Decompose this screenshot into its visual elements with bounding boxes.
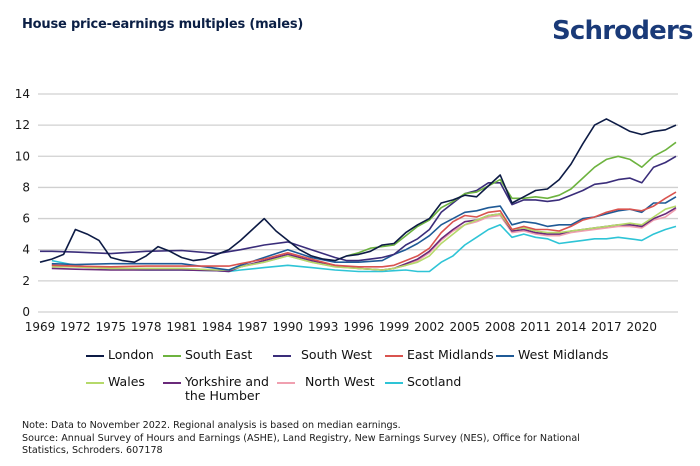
gridlines (38, 93, 678, 313)
legend-swatch-west-midlands (496, 355, 514, 357)
x-tick-label: 1987 (237, 320, 268, 334)
y-tick-label: 0 (22, 305, 30, 319)
y-tick-label: 6 (22, 212, 30, 226)
legend-swatch-scotland (385, 382, 403, 384)
legend-swatch-south-east (163, 355, 181, 357)
y-tick-label: 14 (15, 87, 30, 101)
series-line-south-east (346, 141, 677, 257)
x-tick-label: 1999 (379, 320, 410, 334)
x-tick-label: 1990 (273, 320, 304, 334)
x-tick-label: 2011 (520, 320, 551, 334)
series-line-south-west (40, 155, 677, 262)
y-axis-ticks: 0 2 4 6 8 10 12 14 (15, 87, 30, 319)
x-tick-label: 2020 (627, 320, 658, 334)
x-axis-ticks: 1969 1972 1975 1978 1981 1984 1987 1990 1993 1996… (25, 320, 657, 334)
legend-item-wales: Wales (86, 375, 145, 389)
y-tick-label: 12 (15, 118, 30, 132)
series-lines (39, 118, 677, 273)
line-chart: 0 2 4 6 8 10 12 14 1969 1972 1975 1978 1981 1984 1987… (15, 87, 678, 334)
legend-swatch-wales (86, 382, 104, 384)
legend-label-london: London (108, 347, 154, 362)
x-tick-label: 1972 (60, 320, 91, 334)
x-tick-label: 1981 (166, 320, 197, 334)
y-tick-label: 10 (15, 149, 30, 163)
schroders-logo: Schroders (552, 16, 693, 46)
x-tick-label: 1984 (202, 320, 233, 334)
legend-item-east-midlands: East Midlands (385, 348, 494, 362)
legend-label-scotland: Scotland (407, 374, 462, 389)
legend-label-yorkshire-line2: the Humber (185, 388, 260, 403)
legend-label-yorkshire: Yorkshire and the Humber (185, 375, 269, 403)
legend-swatch-london (86, 355, 104, 357)
legend-item-yorkshire: Yorkshire and the Humber (163, 375, 269, 403)
legend-item-south-east: South East (163, 348, 252, 362)
legend-item-scotland: Scotland (385, 375, 461, 389)
legend-swatch-yorkshire (163, 382, 181, 384)
footnote: Note: Data to November 2022. Regional an… (22, 420, 682, 458)
footnote-source-cont: Statistics, Schroders. 607178 (22, 445, 163, 457)
legend-label-east-midlands: East Midlands (407, 347, 494, 362)
x-tick-label: 2017 (591, 320, 622, 334)
x-tick-label: 1993 (308, 320, 339, 334)
legend-label-north-west: North West (305, 374, 375, 389)
x-tick-label: 1975 (96, 320, 127, 334)
legend-label-west-midlands: West Midlands (518, 347, 609, 362)
y-tick-label: 2 (22, 274, 30, 288)
x-tick-label: 2014 (556, 320, 587, 334)
legend-item-london: London (86, 348, 154, 362)
y-tick-label: 8 (22, 180, 30, 194)
x-tick-label: 1978 (131, 320, 162, 334)
legend-label-south-west: South West (301, 347, 373, 362)
x-tick-label: 2002 (414, 320, 445, 334)
x-tick-label: 1969 (25, 320, 56, 334)
footnote-source: Source: Annual Survey of Hours and Earni… (22, 432, 580, 444)
legend-item-south-west: South West (273, 348, 372, 362)
legend-label-wales: Wales (108, 374, 145, 389)
series-line-east-midlands (51, 191, 677, 268)
legend-label-yorkshire-line1: Yorkshire and (185, 374, 269, 389)
legend-swatch-north-west (277, 382, 295, 384)
legend-item-north-west: North West (277, 375, 375, 389)
footnote-note: Note: Data to November 2022. Regional an… (22, 420, 401, 431)
legend-label-south-east: South East (185, 347, 253, 362)
x-tick-label: 1996 (343, 320, 374, 334)
series-line-scotland (51, 224, 677, 273)
series-line-west-midlands (51, 196, 677, 271)
legend-swatch-east-midlands (385, 355, 403, 357)
series-line-london (39, 118, 677, 264)
y-tick-label: 4 (22, 243, 30, 257)
legend-item-west-midlands: West Midlands (496, 348, 608, 362)
x-tick-label: 2008 (485, 320, 516, 334)
chart-title: House price-earnings multiples (males) (22, 17, 304, 32)
legend-swatch-south-west (273, 355, 291, 357)
x-tick-label: 2005 (450, 320, 481, 334)
